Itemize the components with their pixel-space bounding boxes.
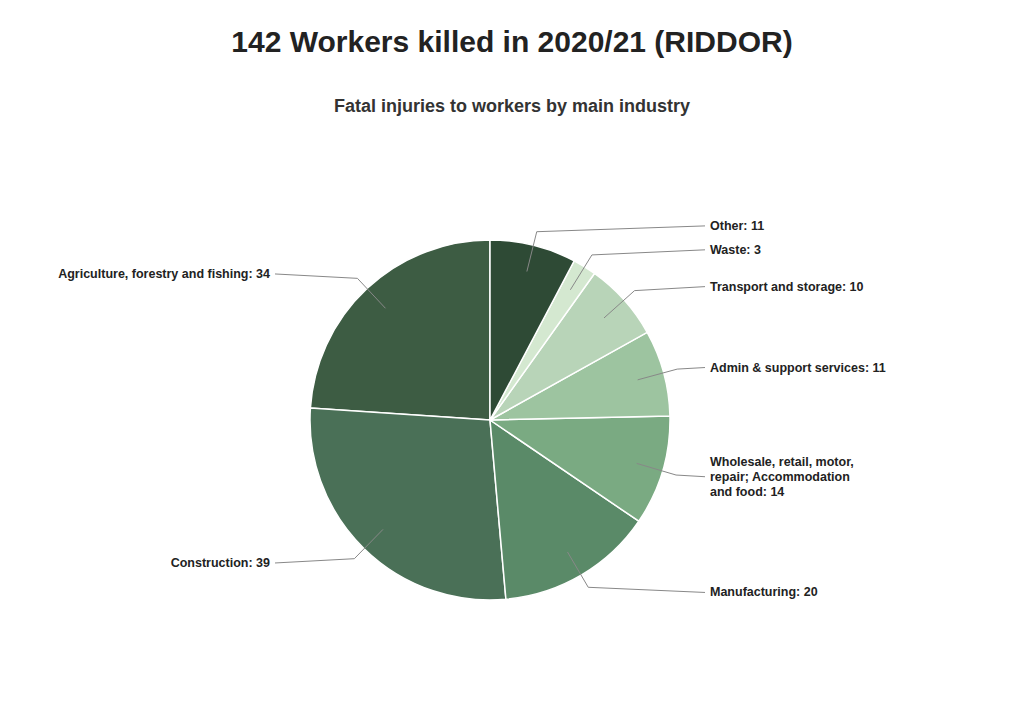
pie-slice bbox=[490, 240, 574, 420]
slice-label: Other: 11 bbox=[710, 219, 764, 233]
leader-line bbox=[637, 463, 705, 476]
chart: 142 Workers killed in 2020/21 (RIDDOR) Fa… bbox=[0, 0, 1024, 703]
leader-line bbox=[275, 529, 383, 563]
pie-slice bbox=[310, 408, 506, 600]
leader-line bbox=[638, 368, 705, 380]
slice-label: Waste: 3 bbox=[710, 243, 761, 257]
leader-line bbox=[567, 552, 705, 593]
slice-label: Admin & support services: 11 bbox=[710, 361, 886, 375]
leader-line bbox=[570, 250, 705, 290]
subtitle: Fatal injuries to workers by main indust… bbox=[334, 96, 690, 116]
leader-line bbox=[275, 274, 385, 308]
pie-slice bbox=[310, 240, 490, 420]
slice-label: Construction: 39 bbox=[171, 556, 270, 570]
pie-slice bbox=[490, 416, 670, 521]
pie bbox=[310, 240, 670, 600]
slice-label: Wholesale, retail, motor,repair; Accommo… bbox=[710, 455, 854, 499]
slice-label: Manufacturing: 20 bbox=[710, 585, 818, 599]
leader-line bbox=[604, 287, 705, 318]
slice-label: Transport and storage: 10 bbox=[710, 280, 864, 294]
leader-line bbox=[527, 226, 705, 272]
slice-label: Agriculture, forestry and fishing: 34 bbox=[58, 267, 270, 281]
title: 142 Workers killed in 2020/21 (RIDDOR) bbox=[231, 25, 792, 58]
